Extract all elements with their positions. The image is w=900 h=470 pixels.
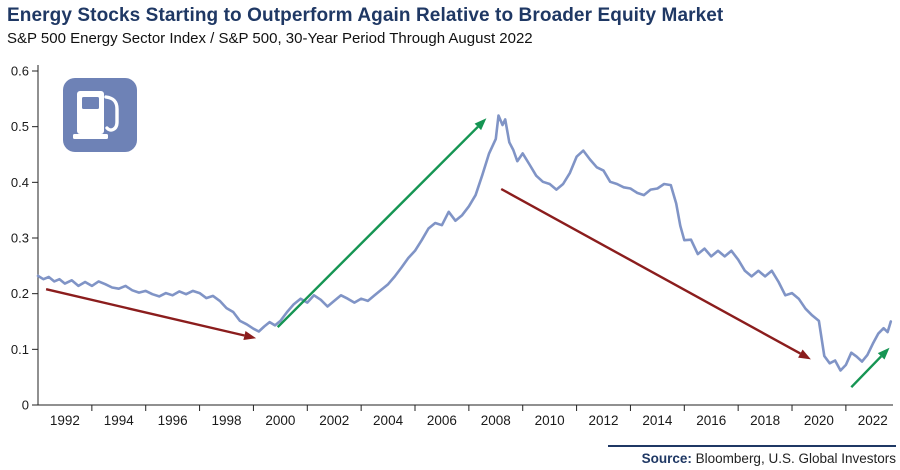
svg-text:2012: 2012 (588, 413, 618, 428)
svg-text:1992: 1992 (50, 413, 80, 428)
y-axis: 0 0.1 0.2 0.3 0.4 0.5 0.6 (11, 64, 39, 413)
down-trend-arrowhead (243, 331, 257, 340)
source-line: Source: Bloomberg, U.S. Global Investors (608, 445, 896, 466)
svg-text:0.1: 0.1 (11, 342, 29, 357)
svg-text:0.5: 0.5 (11, 119, 29, 134)
ratio-line (36, 114, 893, 372)
svg-text:1998: 1998 (211, 413, 241, 428)
svg-text:2002: 2002 (319, 413, 349, 428)
x-axis: 1992 1994 1996 1998 2000 2002 2004 2006 2008 2010… (38, 404, 893, 428)
svg-text:2000: 2000 (265, 413, 295, 428)
svg-text:2014: 2014 (642, 413, 673, 428)
svg-text:2004: 2004 (373, 413, 404, 428)
up-trend-arrowhead (877, 347, 890, 360)
svg-text:2020: 2020 (804, 413, 834, 428)
svg-text:1996: 1996 (158, 413, 188, 428)
down-trend-arrow (500, 187, 801, 355)
svg-text:0: 0 (22, 398, 29, 413)
svg-text:2008: 2008 (481, 413, 511, 428)
svg-text:1994: 1994 (104, 413, 135, 428)
svg-text:0.6: 0.6 (11, 64, 29, 79)
svg-text:0.2: 0.2 (11, 286, 29, 301)
up-trend-arrow (850, 355, 883, 389)
down-trend-arrow (45, 288, 245, 337)
svg-text:0.4: 0.4 (11, 175, 29, 190)
trend-arrows (45, 118, 890, 389)
svg-text:2006: 2006 (427, 413, 457, 428)
page-title: Energy Stocks Starting to Outperform Aga… (7, 5, 724, 26)
svg-text:2018: 2018 (750, 413, 780, 428)
up-trend-arrowhead (474, 118, 487, 131)
chart-header: Energy Stocks Starting to Outperform Aga… (7, 4, 893, 47)
gas-pump-icon (63, 78, 137, 152)
source-text: Bloomberg, U.S. Global Investors (691, 451, 896, 466)
down-trend-arrowhead (798, 349, 811, 360)
svg-text:0.3: 0.3 (11, 231, 29, 246)
svg-text:2016: 2016 (696, 413, 726, 428)
up-trend-arrow (276, 125, 479, 328)
line-chart: 0 0.1 0.2 0.3 0.4 0.5 0.6 1992 1994 1996 1998 2000 2… (11, 64, 893, 428)
chart-subtitle: S&P 500 Energy Sector Index / S&P 500, 3… (7, 29, 533, 47)
svg-text:2010: 2010 (535, 413, 565, 428)
source-label: Source: (641, 451, 692, 466)
svg-text:2022: 2022 (858, 413, 888, 428)
